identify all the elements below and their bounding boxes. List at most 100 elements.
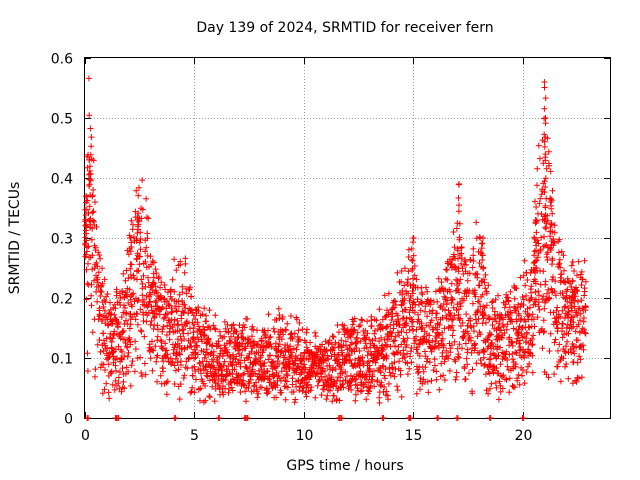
data-point bbox=[193, 376, 199, 383]
data-point bbox=[480, 310, 487, 316]
data-point bbox=[349, 321, 356, 328]
data-point bbox=[378, 379, 385, 386]
data-point bbox=[454, 220, 461, 227]
data-point bbox=[236, 343, 242, 350]
data-point bbox=[464, 346, 471, 353]
data-point bbox=[173, 308, 180, 315]
data-point bbox=[203, 366, 209, 373]
data-point bbox=[133, 255, 140, 262]
data-point bbox=[521, 354, 528, 361]
data-point bbox=[174, 359, 181, 366]
data-point bbox=[564, 298, 571, 305]
data-point bbox=[554, 304, 561, 311]
data-point bbox=[533, 265, 540, 271]
data-point bbox=[405, 276, 411, 283]
data-point bbox=[382, 375, 388, 382]
data-point bbox=[512, 349, 519, 356]
data-point bbox=[201, 305, 208, 312]
data-point bbox=[486, 356, 493, 363]
data-point bbox=[249, 333, 255, 340]
data-point bbox=[480, 235, 487, 241]
data-point bbox=[536, 200, 543, 207]
data-point bbox=[347, 334, 354, 341]
data-point bbox=[84, 197, 91, 204]
data-point bbox=[473, 320, 480, 327]
data-point bbox=[212, 312, 219, 319]
data-point bbox=[532, 280, 539, 287]
data-point bbox=[447, 345, 454, 352]
data-point bbox=[392, 343, 398, 349]
data-point bbox=[436, 322, 443, 328]
data-point bbox=[425, 389, 432, 396]
data-point bbox=[413, 326, 420, 333]
data-point bbox=[284, 384, 291, 391]
data-point bbox=[582, 304, 589, 311]
data-point bbox=[501, 304, 508, 311]
data-point bbox=[276, 341, 283, 348]
data-point bbox=[577, 271, 584, 278]
data-point bbox=[191, 363, 198, 370]
data-point bbox=[335, 351, 342, 358]
data-point bbox=[149, 338, 155, 345]
data-point bbox=[200, 348, 207, 355]
data-point bbox=[516, 381, 523, 388]
data-point bbox=[486, 370, 493, 377]
data-point bbox=[365, 379, 372, 386]
data-point bbox=[139, 292, 146, 299]
data-point bbox=[562, 363, 568, 370]
data-point bbox=[561, 304, 568, 311]
data-point bbox=[121, 353, 128, 359]
data-point bbox=[406, 309, 413, 316]
data-point bbox=[554, 363, 561, 370]
data-point bbox=[457, 323, 464, 329]
data-point bbox=[97, 293, 104, 299]
data-point bbox=[381, 372, 388, 379]
data-point bbox=[205, 337, 212, 344]
data-point bbox=[411, 272, 418, 279]
data-point bbox=[394, 383, 400, 390]
data-point bbox=[293, 346, 300, 353]
data-points bbox=[82, 75, 589, 421]
data-point bbox=[582, 330, 589, 337]
data-point bbox=[247, 376, 254, 383]
data-point bbox=[449, 296, 456, 303]
data-point bbox=[366, 388, 373, 395]
data-point bbox=[517, 337, 523, 344]
data-point bbox=[134, 250, 141, 257]
data-point bbox=[97, 364, 104, 371]
data-point bbox=[162, 340, 169, 347]
data-point bbox=[151, 259, 157, 266]
data-point bbox=[192, 338, 198, 345]
data-point bbox=[372, 335, 379, 342]
data-point bbox=[542, 278, 549, 285]
data-point bbox=[457, 299, 463, 306]
data-point bbox=[122, 277, 129, 284]
data-point bbox=[503, 376, 510, 383]
data-point bbox=[549, 187, 556, 194]
data-point bbox=[351, 326, 358, 333]
data-point bbox=[564, 286, 571, 293]
data-point bbox=[560, 252, 567, 259]
data-point bbox=[429, 337, 436, 344]
data-point bbox=[532, 217, 539, 223]
data-point bbox=[523, 369, 530, 375]
data-point bbox=[312, 333, 319, 340]
data-point bbox=[273, 316, 280, 323]
data-point bbox=[408, 359, 415, 366]
data-point bbox=[409, 257, 416, 264]
data-point bbox=[356, 323, 362, 330]
data-point bbox=[115, 324, 121, 331]
data-point bbox=[143, 214, 150, 221]
data-point bbox=[408, 344, 415, 351]
data-point bbox=[176, 291, 183, 298]
data-point bbox=[577, 310, 584, 317]
data-point bbox=[451, 338, 458, 345]
data-point bbox=[396, 358, 403, 365]
data-point bbox=[581, 288, 588, 295]
data-point bbox=[123, 267, 130, 274]
data-point bbox=[479, 291, 486, 298]
data-point bbox=[451, 263, 458, 270]
data-point bbox=[541, 242, 548, 249]
data-point bbox=[570, 313, 577, 320]
data-point bbox=[226, 385, 233, 392]
